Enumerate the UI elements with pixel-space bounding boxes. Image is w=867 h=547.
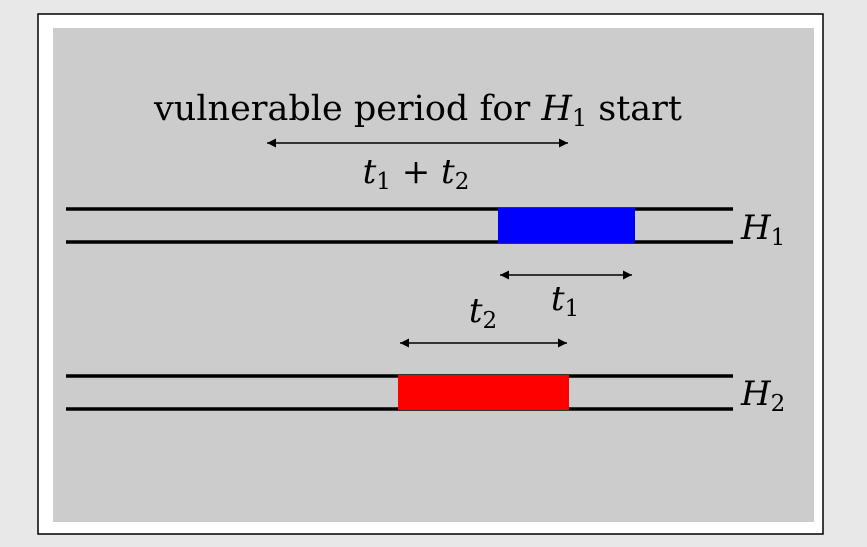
header-text: vulnerable period for H1 start (153, 89, 682, 132)
h1-transmission-block (498, 208, 635, 243)
t2-var: t (469, 291, 483, 331)
t1-label: t1 (551, 279, 579, 322)
h2-channel (66, 374, 733, 411)
span-b: t (441, 152, 455, 192)
t2-sub: 2 (483, 308, 498, 334)
h1-label: H1 (740, 208, 785, 251)
h1-channel (66, 207, 733, 244)
h1-var: H (740, 208, 772, 248)
t2-label: t2 (469, 291, 497, 334)
h2-sub: 2 (771, 391, 786, 417)
h2-label: H2 (740, 374, 785, 417)
header-sub: 1 (572, 104, 587, 132)
span-a-sub: 1 (376, 169, 391, 195)
h2-var: H (740, 374, 772, 414)
header-prefix: vulnerable period for (153, 89, 541, 129)
h1-sub: 1 (771, 225, 786, 251)
t1-var: t (551, 279, 565, 319)
span-b-sub: 2 (455, 169, 470, 195)
span-op: + (391, 152, 441, 192)
t1-sub: 1 (565, 296, 580, 322)
header-suffix: start (587, 89, 682, 129)
h2-transmission-block (398, 375, 569, 410)
span-label: t1 + t2 (363, 152, 470, 195)
diagram-panel (53, 28, 814, 522)
span-a: t (363, 152, 377, 192)
header-var: H (540, 89, 573, 129)
